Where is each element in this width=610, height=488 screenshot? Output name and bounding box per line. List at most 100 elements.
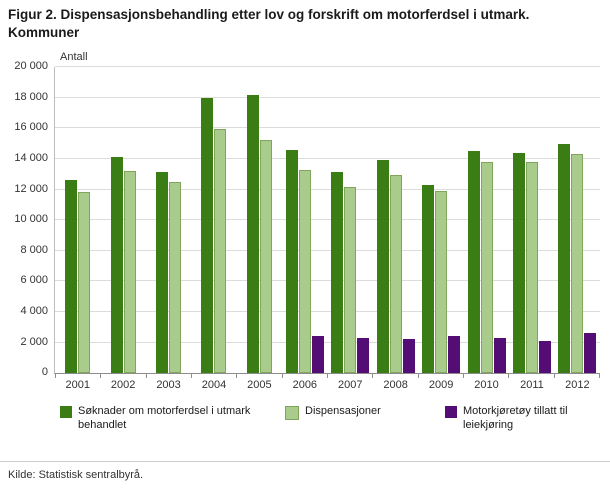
bar [311,336,324,374]
y-tick-label: 4 000 [20,304,48,317]
legend-swatch-motorkjoretoy [445,406,457,419]
gridline [55,188,600,190]
bar-group-2002 [100,67,145,374]
x-tick-label: 2005 [247,379,272,392]
x-axis-ticks [55,374,600,379]
bar [480,161,493,374]
y-tick-label: 6 000 [20,274,48,287]
bar [123,171,136,374]
bar [156,171,169,374]
x-tick [373,374,419,379]
gridline [55,280,600,282]
gridline [55,219,600,221]
bar [422,184,435,374]
x-tick-label: 2006 [292,379,318,392]
bar [169,181,182,374]
x-tick-label: 2010 [474,379,499,392]
bar [538,340,551,374]
bar [214,129,227,374]
legend-item-motorkjoretoy: Motorkjøretøy tillatt til leiekjøring [445,405,595,433]
bar-group-2007 [328,67,373,374]
x-tick [147,374,192,379]
bar [571,154,584,374]
legend-label-dispensasjoner: Dispensasjoner [305,405,381,418]
x-tick-label: 2007 [338,379,363,392]
bar-group-2010 [464,67,509,374]
x-tick-label: 2004 [201,379,227,392]
bar-group-2011 [509,67,554,374]
bar-group-2012 [555,67,600,374]
y-axis-title: Antall [60,51,88,64]
x-tick-label: 2012 [565,379,590,392]
bar [285,149,298,374]
legend-swatch-soknader [60,406,72,419]
chart-title: Figur 2. Dispensasjonsbehandling etter l… [8,6,600,41]
chart-title-line1: Figur 2. Dispensasjonsbehandling etter l… [8,7,530,22]
x-axis-labels: 2001 2002 2003 2004 2005 2006 2007 2008 2009 2010… [55,379,600,391]
x-tick-label: 2009 [428,379,454,392]
bar-group-2004 [191,67,236,374]
bar-group-2001 [55,67,100,374]
y-tick-label: 14 000 [14,151,48,164]
bar [246,94,259,374]
bar [357,337,370,374]
bar [259,139,272,374]
bar [558,143,571,374]
x-tick-label: 2008 [383,379,408,392]
x-tick [283,374,328,379]
x-tick [328,374,374,379]
gridline [55,157,600,159]
legend-item-soknader: Søknader om motorferdsel i utmark behand… [60,405,285,433]
bar [110,156,123,374]
y-tick-label: 8 000 [20,243,48,256]
bar [584,333,597,374]
bar-group-2009 [418,67,463,374]
x-tick-label: 2003 [156,379,181,392]
y-axis-labels: 0 2 000 4 000 6 000 8 000 10 000 12 000 14 000 1… [8,60,54,378]
y-tick-label: 10 000 [14,213,48,226]
x-tick [419,374,464,379]
x-tick [555,374,600,379]
bars [55,67,600,374]
gridline [55,127,600,129]
y-tick-label: 0 [41,366,48,379]
bar-group-2005 [237,67,282,374]
legend: Søknader om motorferdsel i utmark behand… [60,405,600,433]
bar [344,187,357,374]
legend-swatch-dispensasjoner [285,406,299,421]
x-tick [509,374,555,379]
x-tick [237,374,283,379]
bar [448,336,461,374]
x-tick [101,374,147,379]
bar [467,151,480,374]
bar [493,337,506,374]
footer-divider [0,461,610,462]
bar [512,152,525,374]
legend-label-motorkjoretoy: Motorkjøretøy tillatt til leiekjøring [463,405,568,431]
chart-title-line2: Kommuner [8,24,80,40]
x-tick [464,374,510,379]
x-tick-label: 2001 [65,379,90,392]
bar [525,161,538,374]
y-tick-label: 16 000 [14,121,48,134]
y-tick-label: 18 000 [14,90,48,103]
legend-item-dispensasjoner: Dispensasjoner [285,405,445,421]
gridline [55,96,600,98]
chart-area: 0 2 000 4 000 6 000 8 000 10 000 12 000 14 000 1… [8,60,600,378]
bar [402,339,415,374]
bar [331,171,344,374]
bar [376,159,389,374]
bar [435,191,448,374]
x-tick-label: 2011 [520,379,544,392]
bar-group-2006 [282,67,327,374]
bar [389,174,402,374]
bar [65,180,78,374]
x-tick-label: 2002 [110,379,136,392]
x-tick [192,374,238,379]
gridline [55,249,600,251]
source-text: Kilde: Statistisk sentralbyrå. [8,469,144,481]
x-tick [55,374,102,379]
plot-area [54,66,600,375]
bar [78,191,91,374]
